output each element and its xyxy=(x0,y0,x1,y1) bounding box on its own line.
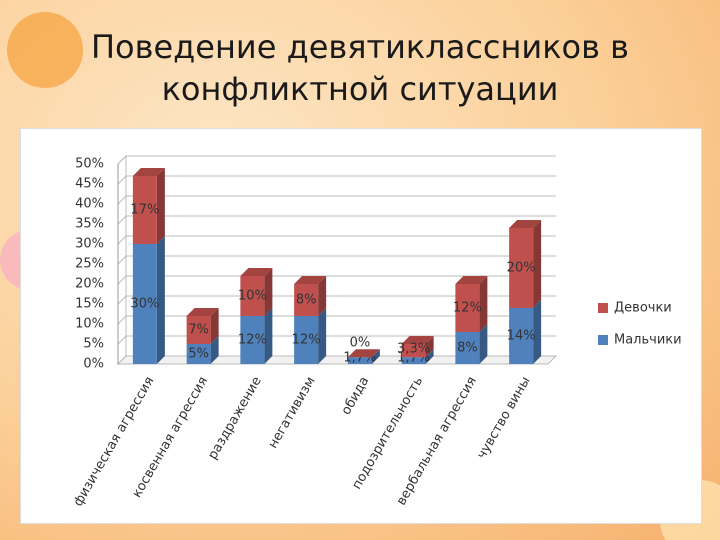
bar-side xyxy=(318,308,327,364)
y-tick-label: 50% xyxy=(75,157,104,172)
bar-top xyxy=(347,349,380,358)
bar xyxy=(132,176,157,244)
y-tick-label: 5% xyxy=(83,337,104,352)
value-label: 5% xyxy=(188,347,209,362)
value-label: 3,3% xyxy=(397,342,430,357)
grid-line xyxy=(117,175,556,185)
bar-side xyxy=(425,336,434,358)
value-label: 12% xyxy=(292,333,321,348)
y-tick-label: 25% xyxy=(75,257,104,272)
value-label: 10% xyxy=(238,289,267,304)
y-tick-label: 15% xyxy=(75,297,104,312)
bar xyxy=(509,228,534,308)
y-tick-label: 45% xyxy=(75,177,104,192)
value-label: 12% xyxy=(238,333,267,348)
grid-line xyxy=(117,155,556,165)
grid-line xyxy=(117,215,556,225)
bar xyxy=(509,308,534,364)
value-label: 17% xyxy=(130,203,159,218)
bar xyxy=(294,316,319,364)
legend-label: Девочки xyxy=(614,301,672,316)
grid-line xyxy=(117,295,556,305)
x-tick-label: чувство вины xyxy=(474,374,533,462)
x-tick-label: раздражение xyxy=(205,374,264,462)
bar-side xyxy=(156,236,165,364)
bar-side xyxy=(533,220,542,308)
grid-line xyxy=(117,255,556,265)
bar-side xyxy=(425,349,434,364)
bar xyxy=(186,344,211,364)
bar-top xyxy=(132,168,165,176)
bar-side xyxy=(264,308,273,364)
grid-line xyxy=(117,275,556,285)
y-tick-label: 10% xyxy=(75,317,104,332)
bar-side xyxy=(371,349,380,364)
x-tick-label: обида xyxy=(339,374,373,417)
value-label: 30% xyxy=(130,297,159,312)
grid-line xyxy=(117,195,556,205)
legend-label: Мальчики xyxy=(614,333,682,348)
value-label: 7% xyxy=(188,323,209,338)
bar xyxy=(347,357,372,364)
bar-side xyxy=(210,336,219,364)
bar-top xyxy=(455,276,488,284)
bar xyxy=(240,276,265,316)
balloon xyxy=(7,12,83,88)
bar xyxy=(240,316,265,364)
bar-top xyxy=(509,220,542,228)
x-tick-label: негативизм xyxy=(266,374,319,451)
bar-side xyxy=(533,300,542,364)
grid-line xyxy=(117,235,556,245)
value-label: 20% xyxy=(507,261,536,276)
slide-title: Поведение девятиклассников в конфликтной… xyxy=(90,28,630,108)
bar-side xyxy=(210,308,219,344)
legend-swatch xyxy=(598,335,608,345)
bar xyxy=(455,284,480,332)
grid-line xyxy=(117,335,556,345)
value-label: 0% xyxy=(350,336,371,351)
y-tick-label: 40% xyxy=(75,197,104,212)
bar xyxy=(132,244,157,364)
bar-top xyxy=(401,336,434,344)
y-tick-label: 35% xyxy=(75,217,104,232)
bar-side xyxy=(318,276,327,316)
value-label: 8% xyxy=(296,293,317,308)
value-label: 8% xyxy=(457,341,478,356)
bar xyxy=(294,284,319,316)
floor xyxy=(116,355,558,365)
legend-swatch xyxy=(598,303,608,313)
bar-top xyxy=(294,276,327,284)
y-tick-label: 0% xyxy=(83,357,104,372)
bar-side xyxy=(156,168,165,244)
value-label: 14% xyxy=(507,329,536,344)
y-tick-label: 30% xyxy=(75,237,104,252)
grid-line xyxy=(117,315,556,325)
bar-side xyxy=(264,268,273,316)
bar xyxy=(401,344,426,358)
value-label: 12% xyxy=(453,301,482,316)
bar-top xyxy=(186,308,219,316)
bar xyxy=(186,316,211,344)
bar-side xyxy=(479,324,488,364)
bar-top xyxy=(240,268,273,276)
bar xyxy=(455,332,480,364)
y-tick-label: 20% xyxy=(75,277,104,292)
bar xyxy=(401,357,426,364)
bar-side xyxy=(479,276,488,332)
